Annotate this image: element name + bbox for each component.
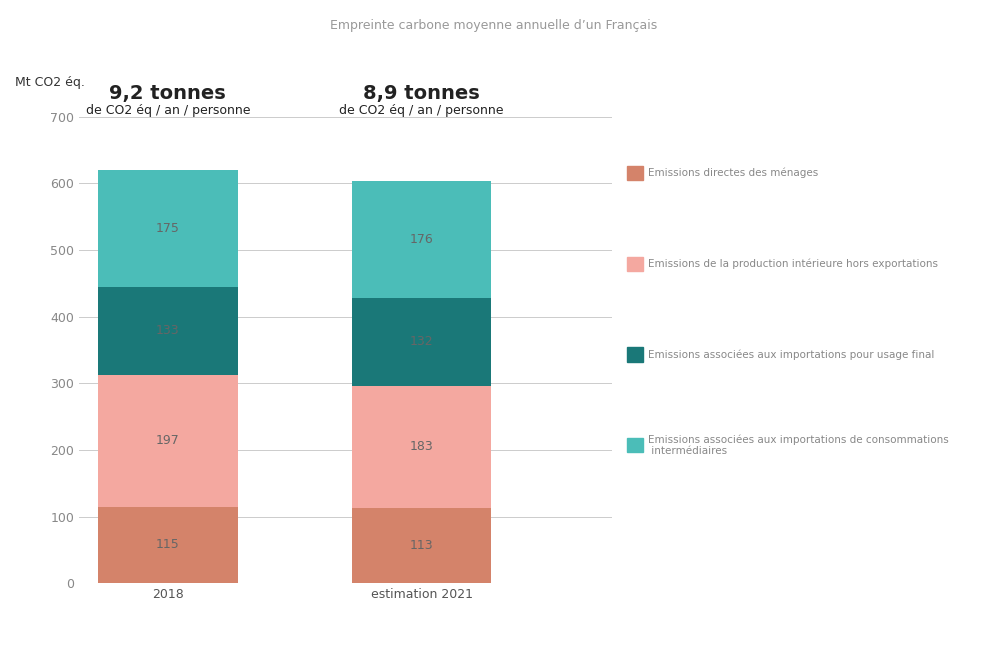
Bar — [351, 386, 491, 508]
Text: 132: 132 — [409, 336, 433, 349]
Text: Mt CO2 éq.: Mt CO2 éq. — [15, 76, 85, 89]
Text: 183: 183 — [409, 441, 433, 454]
Text: 133: 133 — [156, 325, 179, 338]
Bar — [351, 298, 491, 386]
Text: 176: 176 — [409, 233, 433, 246]
Text: 113: 113 — [409, 539, 433, 552]
Text: de CO2 éq / an / personne: de CO2 éq / an / personne — [339, 104, 503, 117]
Text: Emissions directes des ménages: Emissions directes des ménages — [648, 168, 817, 178]
Text: 197: 197 — [156, 434, 179, 447]
Bar — [98, 286, 238, 375]
Text: Empreinte carbone moyenne annuelle d’un Français: Empreinte carbone moyenne annuelle d’un … — [329, 19, 657, 32]
Bar — [351, 508, 491, 583]
Text: 115: 115 — [156, 538, 179, 551]
Bar — [98, 170, 238, 286]
Text: Emissions associées aux importations de consommations
 intermédiaires: Emissions associées aux importations de … — [648, 434, 949, 456]
Bar — [351, 181, 491, 298]
Text: 8,9 tonnes: 8,9 tonnes — [363, 84, 479, 103]
Text: 9,2 tonnes: 9,2 tonnes — [109, 84, 226, 103]
Bar — [98, 507, 238, 583]
Bar — [98, 375, 238, 507]
Text: 175: 175 — [156, 222, 179, 235]
Text: Emissions de la production intérieure hors exportations: Emissions de la production intérieure ho… — [648, 259, 938, 269]
Text: de CO2 éq / an / personne: de CO2 éq / an / personne — [86, 104, 249, 117]
Text: Emissions associées aux importations pour usage final: Emissions associées aux importations pou… — [648, 349, 934, 360]
